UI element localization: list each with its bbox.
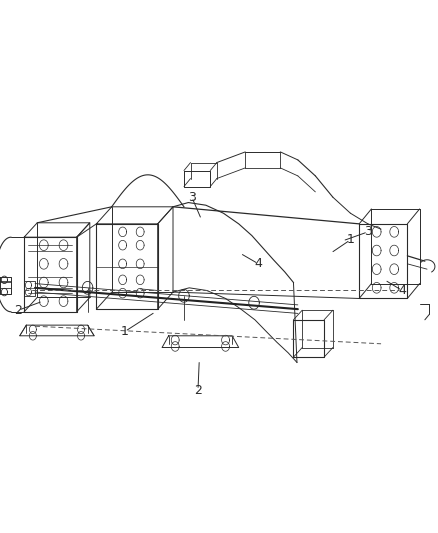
- Text: 3: 3: [188, 191, 196, 204]
- Text: 4: 4: [398, 284, 406, 297]
- Text: 1: 1: [121, 325, 129, 338]
- Text: 3: 3: [364, 225, 372, 238]
- Text: 2: 2: [194, 384, 202, 397]
- Text: 1: 1: [346, 233, 354, 246]
- Text: 2: 2: [14, 304, 22, 317]
- Text: 4: 4: [254, 257, 262, 270]
